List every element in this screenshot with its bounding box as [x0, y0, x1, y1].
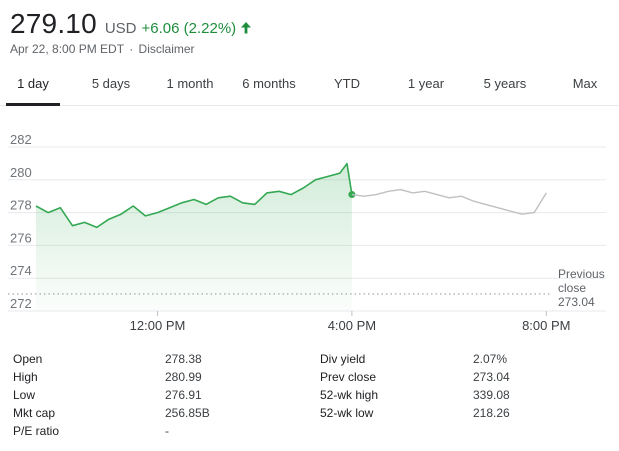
- stat-label-52wk-low: 52-wk low: [320, 406, 374, 420]
- y-tick-label: 282: [10, 132, 32, 147]
- regular-session-line: [35, 162, 353, 229]
- stat-label-mkt-cap: Mkt cap: [13, 406, 56, 420]
- stat-label-low: Low: [13, 388, 36, 402]
- stat-label-prev-close: Prev close: [320, 370, 377, 384]
- stat-value-div-yield: 2.07%: [473, 352, 508, 366]
- regular-session-area: [36, 163, 352, 311]
- stat-value-52wk-low: 218.26: [473, 406, 510, 420]
- stat-value-prev-close: 273.04: [473, 370, 510, 384]
- tab-ytd[interactable]: YTD: [334, 76, 360, 91]
- quote-meta: Apr 22, 8:00 PM EDT · Disclaimer: [10, 42, 195, 56]
- stat-row: Mkt cap 256.85B 52-wk low 218.26: [0, 406, 619, 424]
- previous-close-label: Previous: [558, 267, 605, 281]
- stat-label-div-yield: Div yield: [320, 352, 366, 366]
- stat-label-52wk-high: 52-wk high: [320, 388, 379, 402]
- stat-label-high: High: [13, 370, 38, 384]
- y-tick-label: 272: [10, 296, 32, 311]
- y-tick-label: 280: [10, 165, 32, 180]
- tab-5-years[interactable]: 5 years: [483, 76, 527, 91]
- tab-6-months[interactable]: 6 months: [242, 76, 296, 91]
- disclaimer-link[interactable]: Disclaimer: [138, 42, 195, 56]
- meta-separator: ·: [129, 42, 134, 56]
- arrow-up-icon: [241, 22, 252, 34]
- stat-value-52wk-high: 339.08: [473, 388, 510, 402]
- stat-value-low: 276.91: [165, 388, 202, 402]
- quote-timestamp: Apr 22, 8:00 PM EDT: [10, 42, 124, 56]
- stat-value-high: 280.99: [165, 370, 202, 384]
- quote-header: 279.10 USD +6.06 (2.22%): [10, 8, 252, 42]
- stat-row: Low 276.91 52-wk high 339.08: [0, 388, 619, 406]
- stat-label-pe-ratio: P/E ratio: [13, 424, 60, 438]
- x-tick-label: 8:00 PM: [522, 318, 570, 333]
- stat-row: High 280.99 Prev close 273.04: [0, 370, 619, 388]
- previous-close-label: close: [558, 281, 586, 295]
- x-tick-label: 4:00 PM: [328, 318, 376, 333]
- y-tick-label: 274: [10, 263, 32, 278]
- currency-label: USD: [104, 20, 137, 37]
- tab-1-day[interactable]: 1 day: [6, 64, 60, 106]
- stat-row: Open 278.38 Div yield 2.07%: [0, 352, 619, 370]
- stat-row: P/E ratio -: [0, 424, 619, 442]
- after-hours-line: [351, 188, 547, 215]
- stat-value-mkt-cap: 256.85B: [165, 406, 210, 420]
- stat-label-open: Open: [13, 352, 43, 366]
- tab-5-days[interactable]: 5 days: [91, 76, 131, 91]
- y-tick-label: 278: [10, 198, 32, 213]
- current-price: 279.10: [10, 8, 97, 39]
- range-tabs: 1 day 5 days 1 month 6 months YTD 1 year…: [0, 64, 619, 106]
- tab-1-month[interactable]: 1 month: [166, 76, 214, 91]
- stat-value-pe-ratio: -: [165, 424, 169, 438]
- price-chart[interactable]: 282 280 278 276 274 272 12:00 PM 4:00 PM 8:00 PM…: [0, 130, 619, 342]
- x-tick-label: 12:00 PM: [130, 318, 186, 333]
- price-change: +6.06 (2.22%): [141, 20, 237, 37]
- previous-close-value: 273.04: [558, 295, 595, 309]
- stat-value-open: 278.38: [165, 352, 202, 366]
- tab-1-year[interactable]: 1 year: [407, 76, 445, 91]
- tab-max[interactable]: Max: [572, 76, 598, 91]
- y-tick-label: 276: [10, 230, 32, 245]
- close-marker: [348, 191, 356, 199]
